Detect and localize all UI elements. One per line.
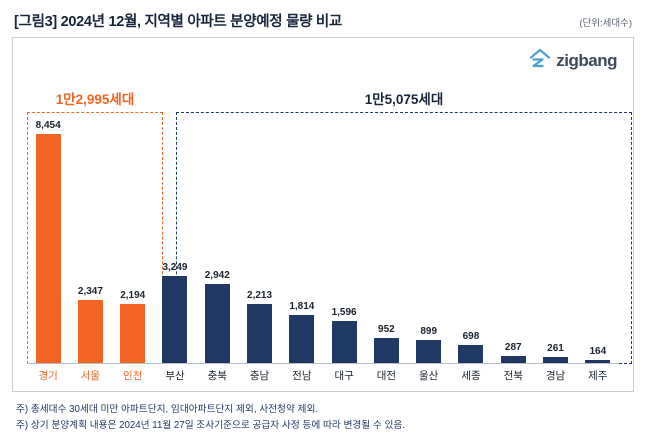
bar-item: 1,814	[281, 112, 323, 364]
bar	[289, 314, 315, 364]
x-axis-label: 경기	[38, 370, 58, 382]
bar	[416, 339, 442, 364]
bar-value-label: 261	[547, 342, 564, 354]
bar-value-label: 698	[462, 331, 480, 343]
bar-item: 2,213	[238, 112, 280, 364]
bar-item: 899	[408, 112, 450, 364]
bar-value-label: 2,194	[120, 290, 146, 302]
x-axis-label: 경남	[545, 370, 566, 382]
x-axis-label: 대전	[376, 370, 397, 382]
bar-item: 1,596	[323, 112, 365, 364]
x-axis-label: 세종	[461, 370, 481, 382]
bar-item: 2,942	[196, 112, 238, 364]
bar-value-label: 287	[504, 342, 522, 354]
bar	[35, 134, 61, 364]
footnote-1: 주) 총세대수 30세대 미만 아파트단지, 임대아파트단지 제외, 사전청약 …	[16, 404, 319, 415]
zigbang-mark-icon	[529, 48, 551, 73]
bar-value-label: 1,814	[289, 300, 315, 312]
bar	[247, 303, 273, 364]
x-axis-label: 충북	[207, 370, 227, 382]
x-axis-label: 전북	[503, 370, 523, 382]
zigbang-logo: zigbang	[529, 48, 617, 73]
bar-item: 287	[492, 112, 534, 364]
bar-item: 3,249	[154, 112, 196, 364]
bar-value-label: 3,249	[162, 261, 188, 273]
bar-item: 164	[577, 112, 619, 364]
x-axis-label: 서울	[80, 370, 101, 382]
bar-value-label: 8,454	[35, 120, 61, 131]
bar-series: 8,454 2,347 2,194 3,249 2,942 2,213 1,814 1,596…	[27, 112, 619, 364]
bar-value-label: 2,213	[247, 289, 273, 301]
zigbang-wordmark: zigbang	[556, 50, 617, 70]
figure-header: [그림3] 2024년 12월, 지역별 아파트 분양예정 물량 비교 (단위:…	[12, 10, 634, 37]
bar-value-label: 1,596	[331, 306, 357, 318]
bar	[77, 300, 103, 364]
plot-area: 8,454 2,347 2,194 3,249 2,942 2,213 1,814 1,596…	[27, 112, 619, 364]
bar-value-label: 2,347	[77, 286, 103, 298]
x-axis-line	[27, 363, 619, 364]
bar-item: 2,347	[69, 112, 111, 364]
bar	[543, 356, 569, 364]
bar	[204, 283, 230, 364]
bar	[373, 338, 399, 364]
bar-item: 698	[450, 112, 492, 364]
bar-value-label: 164	[589, 345, 607, 357]
bar-item: 261	[534, 112, 576, 364]
bar	[331, 320, 357, 364]
bar	[500, 356, 526, 364]
x-axis-label: 울산	[419, 370, 439, 382]
bar	[120, 304, 146, 364]
chart-frame: zigbang 1만2,995세대 1만5,075세대 8,454 2,347 2,…	[12, 37, 634, 392]
footnote-2: 주) 상기 분양계획 내용은 2024년 11월 27일 조사기준으로 공급자 …	[16, 420, 406, 431]
footnotes: 주) 총세대수 30세대 미만 아파트단지, 임대아파트단지 제외, 사전청약 …	[12, 392, 634, 434]
bar	[585, 359, 611, 364]
bar-item: 952	[365, 112, 407, 364]
page-title: [그림3] 2024년 12월, 지역별 아파트 분양예정 물량 비교	[14, 14, 342, 30]
x-axis-label: 인천	[123, 370, 143, 382]
x-axis-label: 전남	[292, 370, 312, 382]
group-total-local: 1만5,075세대	[364, 92, 444, 107]
bar-value-label: 2,942	[204, 269, 230, 281]
group-total-metro: 1만2,995세대	[55, 92, 135, 107]
x-axis-labels: 경기 서울 인천 부산 충북 충남 전남 대구 대전 울산 세종 전북 경남 제주	[27, 368, 619, 383]
bar	[458, 345, 484, 364]
bar	[162, 275, 188, 364]
bar-value-label: 952	[378, 324, 395, 336]
x-axis-label: 충남	[249, 370, 270, 382]
bar-item: 2,194	[112, 112, 154, 364]
x-axis-label: 부산	[165, 370, 185, 382]
unit-label: (단위:세대수)	[579, 18, 632, 29]
bar-value-label: 899	[420, 325, 438, 337]
bar-item: 8,454	[27, 112, 69, 364]
x-axis-label: 대구	[334, 370, 354, 382]
x-axis-label: 제주	[588, 370, 608, 382]
